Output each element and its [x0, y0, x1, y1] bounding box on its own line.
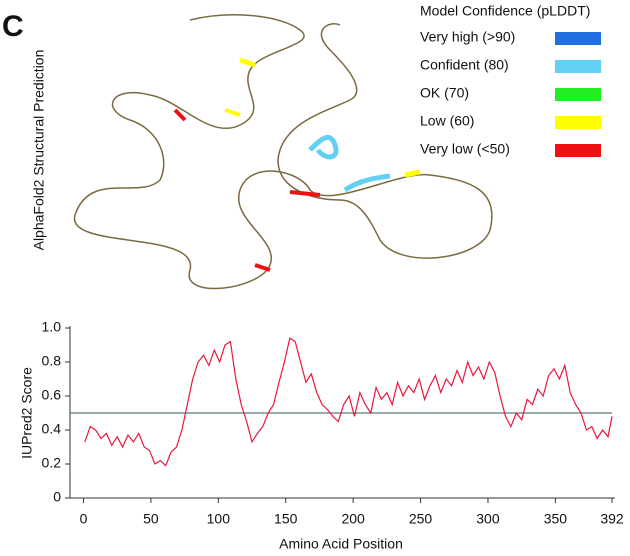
x-tick-label: 350 — [544, 511, 568, 527]
x-tick-label: 250 — [409, 511, 433, 527]
y-tick-label: 1.0 — [42, 319, 62, 335]
legend-title: Model Confidence (pLDDT) — [420, 3, 590, 19]
legend-swatch — [555, 144, 601, 157]
legend-label: Very low (<50) — [420, 141, 510, 157]
legend: Very high (>90) Confident (80) OK (70) Low … — [420, 29, 601, 157]
x-tick-label: 200 — [341, 511, 365, 527]
low-region — [173, 108, 187, 122]
legend-swatch — [555, 116, 601, 129]
strand — [404, 169, 421, 178]
y-tick-label: 0.4 — [42, 421, 62, 437]
panel-label: C — [2, 10, 24, 43]
y-tick-label: 0.6 — [42, 387, 62, 403]
y-tick-label: 0 — [53, 489, 61, 505]
x-tick-label: 50 — [143, 511, 159, 527]
x-tick-label: 392 — [600, 511, 624, 527]
low-region — [254, 263, 271, 272]
legend-label: Low (60) — [420, 113, 474, 129]
low-region — [289, 190, 321, 197]
legend-label: OK (70) — [420, 85, 469, 101]
strand — [239, 57, 256, 68]
x-tick-label: 100 — [207, 511, 231, 527]
helix — [308, 134, 339, 160]
protein-structure — [74, 14, 493, 290]
x-axis-label: Amino Acid Position — [279, 536, 403, 552]
y-tick-label: 0.2 — [42, 455, 62, 471]
strand — [224, 108, 241, 117]
structure-axis-label: AlphaFold2 Structural Prediction — [31, 50, 47, 251]
legend-label: Very high (>90) — [420, 29, 515, 45]
helix — [343, 173, 391, 193]
x-tick-label: 0 — [80, 511, 88, 527]
x-tick-label: 150 — [274, 511, 298, 527]
score-line — [84, 337, 613, 467]
legend-swatch — [555, 32, 601, 45]
x-tick-label: 300 — [476, 511, 500, 527]
y-tick-label: 0.8 — [42, 353, 62, 369]
legend-swatch — [555, 88, 601, 101]
y-axis-label: IUPred2 Score — [19, 367, 35, 459]
legend-swatch — [555, 60, 601, 73]
legend-label: Confident (80) — [420, 57, 509, 73]
